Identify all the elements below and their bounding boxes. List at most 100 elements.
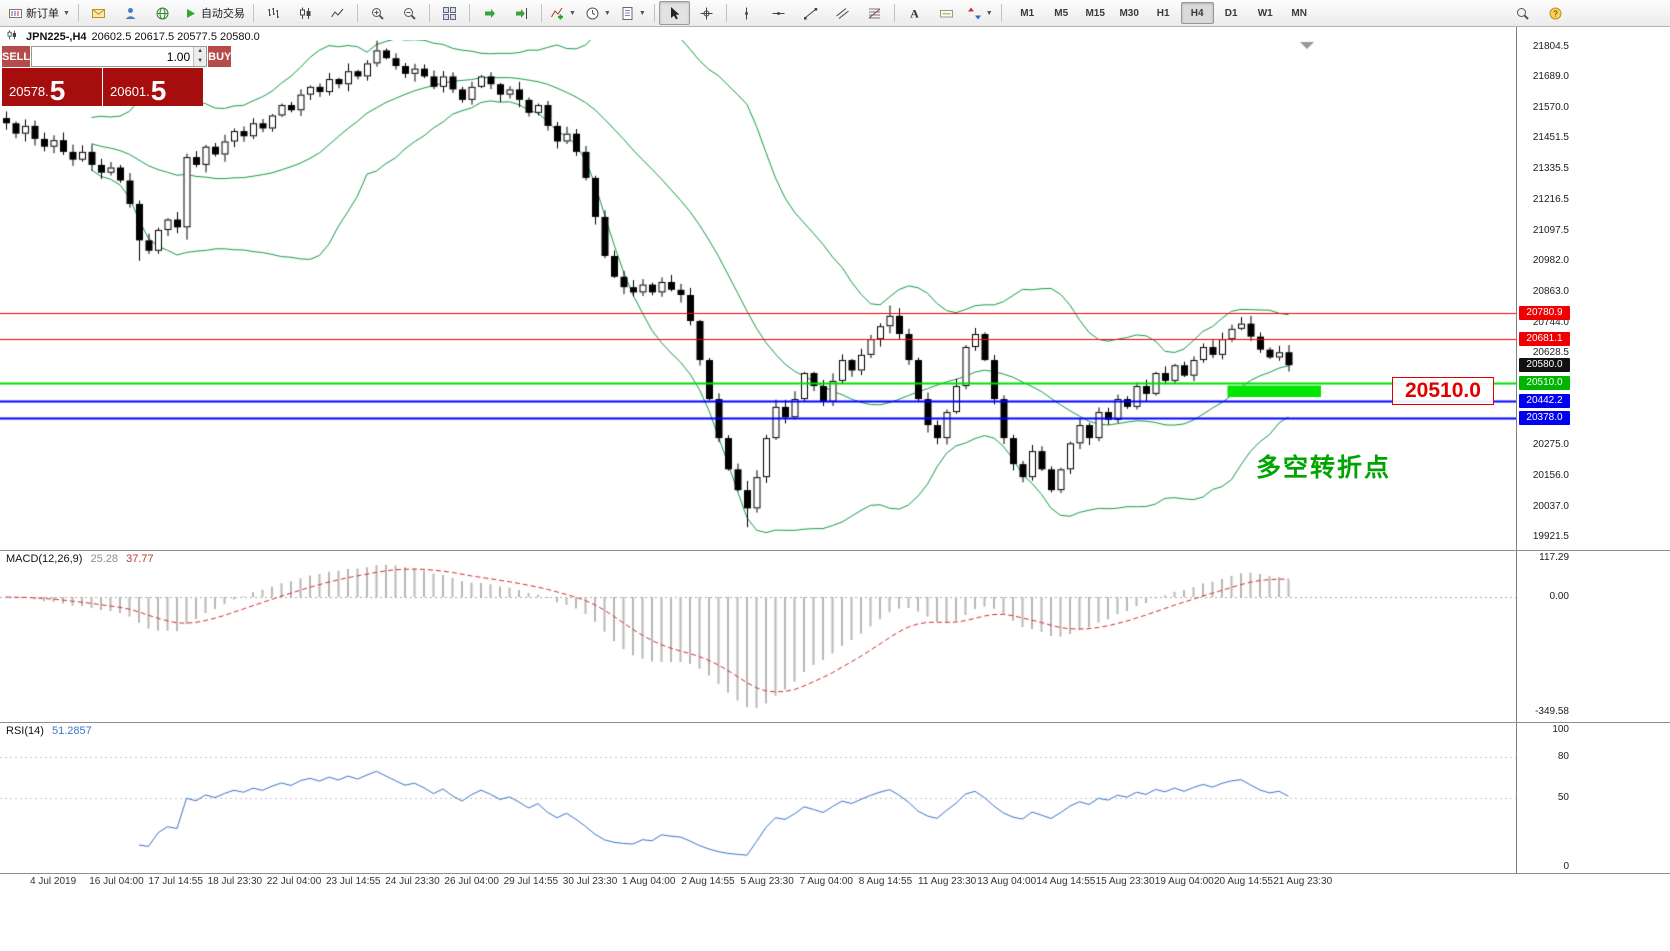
auto-scroll-icon — [482, 6, 497, 21]
dropdown-arrow-icon[interactable]: ▼ — [985, 9, 993, 17]
rsi-name: RSI(14) — [6, 725, 44, 737]
crosshair-button[interactable] — [691, 1, 722, 25]
time-tick-label: 13 Aug 04:00 — [977, 876, 1037, 887]
dropdown-arrow-icon[interactable]: ▼ — [63, 9, 70, 17]
fibo-icon — [867, 6, 882, 21]
arrow-objects-button[interactable]: ▼ — [963, 1, 997, 25]
price-axis[interactable]: 21804.5 21689.0 21570.0 21451.5 21335.5 21216… — [1516, 27, 1670, 873]
main-chart-canvas[interactable] — [0, 40, 1516, 550]
alerts-button[interactable] — [83, 1, 114, 25]
time-tick-label: 19 Aug 04:00 — [1154, 876, 1214, 887]
time-tick-label: 29 Jul 14:55 — [503, 876, 559, 887]
macd-label: MACD(12,26,9) 25.28 37.77 — [6, 553, 154, 565]
text-label-button[interactable] — [931, 1, 962, 25]
macd-name: MACD(12,26,9) — [6, 553, 83, 565]
tile-windows-button[interactable] — [434, 1, 465, 25]
volume-box: ▲ ▼ — [31, 46, 208, 67]
auto-scroll-button[interactable] — [474, 1, 505, 25]
time-axis[interactable]: 4 Jul 2019 16 Jul 04:00 17 Jul 14:55 18 Jul… — [0, 874, 1516, 892]
templates-button[interactable]: ▼ — [616, 1, 650, 25]
buy-price-panel[interactable]: 20601. 5 — [103, 68, 203, 106]
price-badge: 20442.2 — [1519, 394, 1570, 409]
trendline-icon — [803, 6, 818, 21]
toolbar-separator — [1000, 4, 1002, 22]
timeframe-h1-button[interactable]: H1 — [1156, 7, 1170, 19]
timeframe-m5-button[interactable]: M5 — [1054, 7, 1069, 19]
bar-chart-mode-button[interactable] — [258, 1, 289, 25]
zoom-in-button[interactable] — [362, 1, 393, 25]
dropdown-arrow-icon[interactable]: ▼ — [568, 9, 576, 17]
volume-down-button[interactable]: ▼ — [194, 56, 207, 66]
sell-price-panel[interactable]: 20578. 5 — [2, 68, 102, 106]
search-button[interactable] — [1507, 1, 1538, 25]
envelope-icon — [91, 6, 106, 21]
timeframe-m15-button[interactable]: M15 — [1085, 7, 1105, 19]
autotrading-label: 自动交易 — [200, 8, 245, 20]
timeframe-d1-button[interactable]: D1 — [1224, 7, 1238, 19]
price-tick-label: 20982.0 — [1532, 254, 1569, 266]
toolbar-separator — [725, 4, 727, 22]
time-tick-label: 20 Aug 14:55 — [1214, 876, 1273, 887]
main-macd-splitter[interactable] — [0, 550, 1670, 551]
price-badge: 20378.0 — [1519, 410, 1570, 425]
new-order-button[interactable]: 新订单 ▼ — [4, 1, 74, 25]
svg-text:?: ? — [1553, 9, 1558, 18]
text-button[interactable]: A — [899, 1, 930, 25]
sell-button[interactable]: SELL — [2, 46, 31, 67]
candlestick-icon — [6, 29, 21, 44]
macd-tick-label: -349.58 — [1535, 705, 1569, 717]
price-tick-label: 21451.5 — [1532, 132, 1569, 144]
dropdown-arrow-icon[interactable]: ▼ — [603, 9, 611, 17]
zoom-out-button[interactable] — [394, 1, 425, 25]
rsi-panel-canvas[interactable] — [0, 723, 1516, 873]
rsi-tick-label: 50 — [1557, 792, 1569, 804]
price-tick-label: 19921.5 — [1532, 530, 1569, 542]
buy-price-main: 20601. — [110, 84, 150, 99]
trendline-button[interactable] — [795, 1, 826, 25]
vline-icon — [739, 6, 754, 21]
buy-price-big-digit: 5 — [150, 75, 167, 107]
periods-button[interactable]: ▼ — [581, 1, 615, 25]
price-level-note[interactable]: 20510.0 — [1392, 377, 1494, 405]
equidistant-channel-button[interactable] — [827, 1, 858, 25]
market-web-button[interactable] — [147, 1, 178, 25]
timeframe-m1-button[interactable]: M1 — [1020, 7, 1035, 19]
chart-shift-button[interactable] — [506, 1, 537, 25]
timeframe-mn-button[interactable]: MN — [1291, 7, 1307, 19]
volume-up-button[interactable]: ▲ — [194, 47, 207, 57]
time-tick-label: 16 Jul 04:00 — [89, 876, 144, 887]
time-tick-label: 22 Jul 04:00 — [266, 876, 322, 887]
community-button[interactable] — [115, 1, 146, 25]
dropdown-arrow-icon[interactable]: ▼ — [638, 9, 646, 17]
autotrading-button[interactable]: 自动交易 — [179, 1, 249, 25]
cursor-icon — [667, 6, 682, 21]
fibonacci-button[interactable] — [859, 1, 890, 25]
time-tick-label: 24 Jul 23:30 — [385, 876, 440, 887]
volume-input[interactable] — [32, 47, 194, 66]
time-tick-label: 8 Aug 14:55 — [858, 876, 913, 887]
macd-tick-label: 0.00 — [1549, 591, 1569, 603]
play-icon — [183, 6, 198, 21]
timeframe-w1-button[interactable]: W1 — [1257, 7, 1273, 19]
price-tick-label: 21570.0 — [1532, 101, 1569, 113]
time-tick-label: 18 Jul 23:30 — [207, 876, 263, 887]
toolbar-separator — [252, 4, 254, 22]
vertical-line-button[interactable] — [731, 1, 762, 25]
macd-rsi-splitter[interactable] — [0, 722, 1670, 723]
line-chart-mode-button[interactable] — [322, 1, 353, 25]
timeframe-m30-button[interactable]: M30 — [1119, 7, 1139, 19]
turning-point-note[interactable]: 多空转折点 — [1256, 454, 1392, 482]
candle-chart-icon — [298, 6, 313, 21]
buy-button[interactable]: BUY — [208, 46, 232, 67]
indicators-button[interactable]: ▼ — [546, 1, 580, 25]
macd-panel-canvas[interactable] — [0, 551, 1516, 722]
timeframe-h4-button[interactable]: H4 — [1180, 2, 1214, 24]
horizontal-line-button[interactable] — [763, 1, 794, 25]
candle-chart-mode-button[interactable] — [290, 1, 321, 25]
price-tick-label: 21689.0 — [1532, 70, 1569, 82]
cursor-button[interactable] — [658, 1, 690, 25]
volume-spinner: ▲ ▼ — [193, 47, 207, 66]
time-tick-label: 17 Jul 14:55 — [148, 876, 203, 887]
time-tick-label: 15 Aug 23:30 — [1095, 876, 1155, 887]
help-button[interactable]: ? — [1540, 1, 1571, 25]
